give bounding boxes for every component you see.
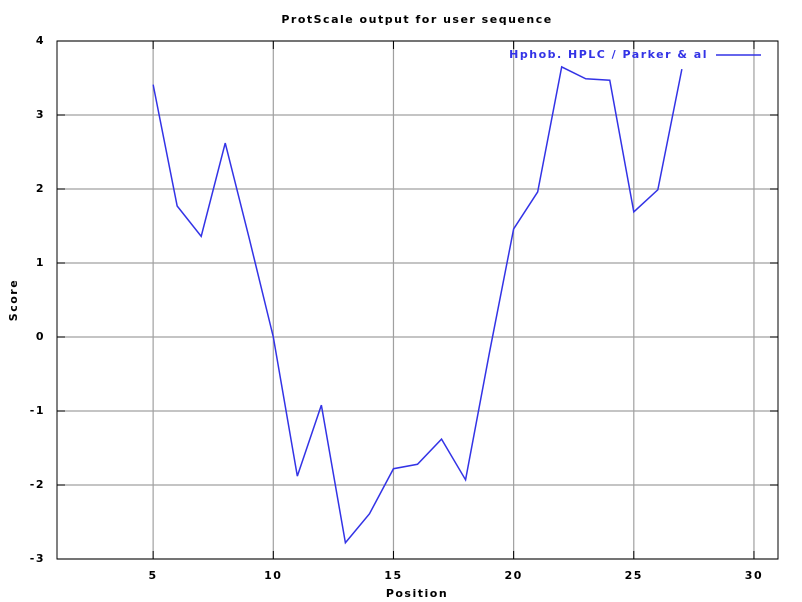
- x-tick-label: 5: [149, 569, 158, 582]
- chart-title: ProtScale output for user sequence: [281, 13, 552, 26]
- y-axis-label: Score: [7, 279, 20, 321]
- x-tick-label: 10: [264, 569, 282, 582]
- x-axis-label: Position: [386, 587, 448, 600]
- y-tick-label: 4: [36, 34, 45, 47]
- x-tick-label: 20: [504, 569, 522, 582]
- y-tick-label: -1: [30, 404, 45, 417]
- x-tick-label: 15: [384, 569, 402, 582]
- y-tick-label: -3: [30, 552, 45, 565]
- plot-frame: [56, 40, 779, 560]
- y-tick-label: 1: [36, 256, 45, 269]
- y-tick-label: -2: [30, 478, 45, 491]
- data-line: [152, 65, 683, 545]
- x-tick-label: 25: [625, 569, 643, 582]
- y-tick-label: 0: [36, 330, 45, 343]
- legend-label: Hphob. HPLC / Parker & al: [509, 48, 708, 61]
- x-tick-label: 30: [745, 569, 763, 582]
- y-tick-label: 2: [36, 182, 45, 195]
- y-tick-label: 3: [36, 108, 45, 121]
